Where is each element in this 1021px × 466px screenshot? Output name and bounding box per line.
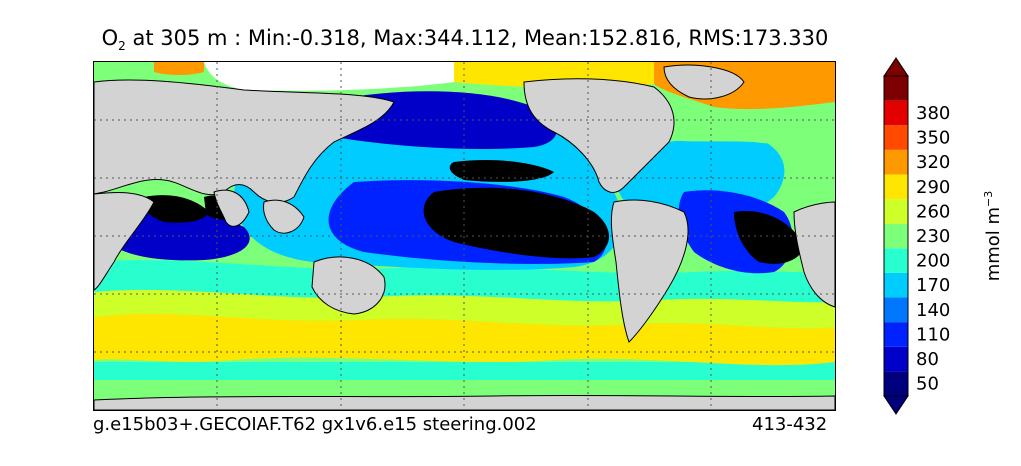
colorbar-box [884,223,908,249]
graticule [94,62,835,410]
title-species: O [101,26,119,50]
indian-omz-black [142,195,209,223]
indian-blue [109,207,250,261]
colorbar-tick-label: 320 [916,152,950,173]
pacific-omz-north-black [449,160,554,182]
land-africa [94,192,155,291]
chart-title: O2 at 305 m : Min:-0.318, Max:344.112, M… [0,26,930,53]
colorbar-unit-label: mmol m−3 [982,191,1004,282]
land-australia [311,256,386,315]
land-africa-east [793,201,835,308]
colorbar-tick-label: 140 [916,300,950,321]
colorbar-tick-label: 350 [916,128,950,149]
atlantic-omz-black [734,211,804,264]
colorbar-unit-exponent: −3 [982,190,995,207]
colorbar-box [884,272,908,298]
colorbar-tick-label: 380 [916,103,950,124]
land-greenland [663,64,745,100]
colorbar-tick-label: 80 [916,349,939,370]
colorbar: 50 80 110 140 170 200 230 260 290 320 350 380 [883,57,950,415]
colorbar-box [884,125,908,150]
land-antarctica [94,394,835,410]
colorbar-box [884,174,908,200]
colorbar-tick-label: 260 [916,201,950,222]
colorbar-box [884,248,908,273]
colorbar-box [884,371,908,396]
colorbar-tick-label: 50 [916,374,939,395]
colorbar-box [884,76,908,101]
colorbar-box [884,199,908,224]
map-svg [94,62,835,410]
title-stats: at 305 m : Min:-0.318, Max:344.112, Mean… [125,26,829,50]
year-range-label: 413-432 [752,414,828,435]
run-id-label: g.e15b03+.GECOIAF.T62 gx1v6.e15 steering… [93,414,537,435]
colorbar-box [884,322,908,347]
colorbar-ticks: 50 80 110 140 170 200 230 260 290 320 350 380 [916,103,950,395]
colorbar-boxes [883,57,909,415]
ocean-oxygen-map [93,61,836,411]
colorbar-box [884,149,908,175]
title-species-subscript: 2 [118,39,126,54]
colorbar-tick-label: 230 [916,226,950,247]
colorbar-tick-label: 200 [916,251,950,272]
colorbar-over-arrow [883,57,909,77]
colorbar-tick-label: 290 [916,177,950,198]
atlantic-green [654,114,797,144]
land-north-america [523,78,675,193]
arctic-orange-west [154,62,204,75]
colorbar-box [884,346,908,372]
colorbar-unit-main: mmol m [983,206,1004,282]
pacific-omz-black [423,187,609,259]
arctic-white [204,62,454,91]
colorbar-tick-label: 170 [916,275,950,296]
colorbar-under-arrow [883,395,909,415]
land-se-asia [263,199,305,234]
colorbar-tick-label: 110 [916,324,950,345]
colorbar-outline [883,75,909,397]
colorbar-box [884,297,908,323]
land-india [213,189,250,227]
colorbar-box [884,100,908,126]
land-south-america [610,199,689,343]
land-eurasia [94,79,395,203]
